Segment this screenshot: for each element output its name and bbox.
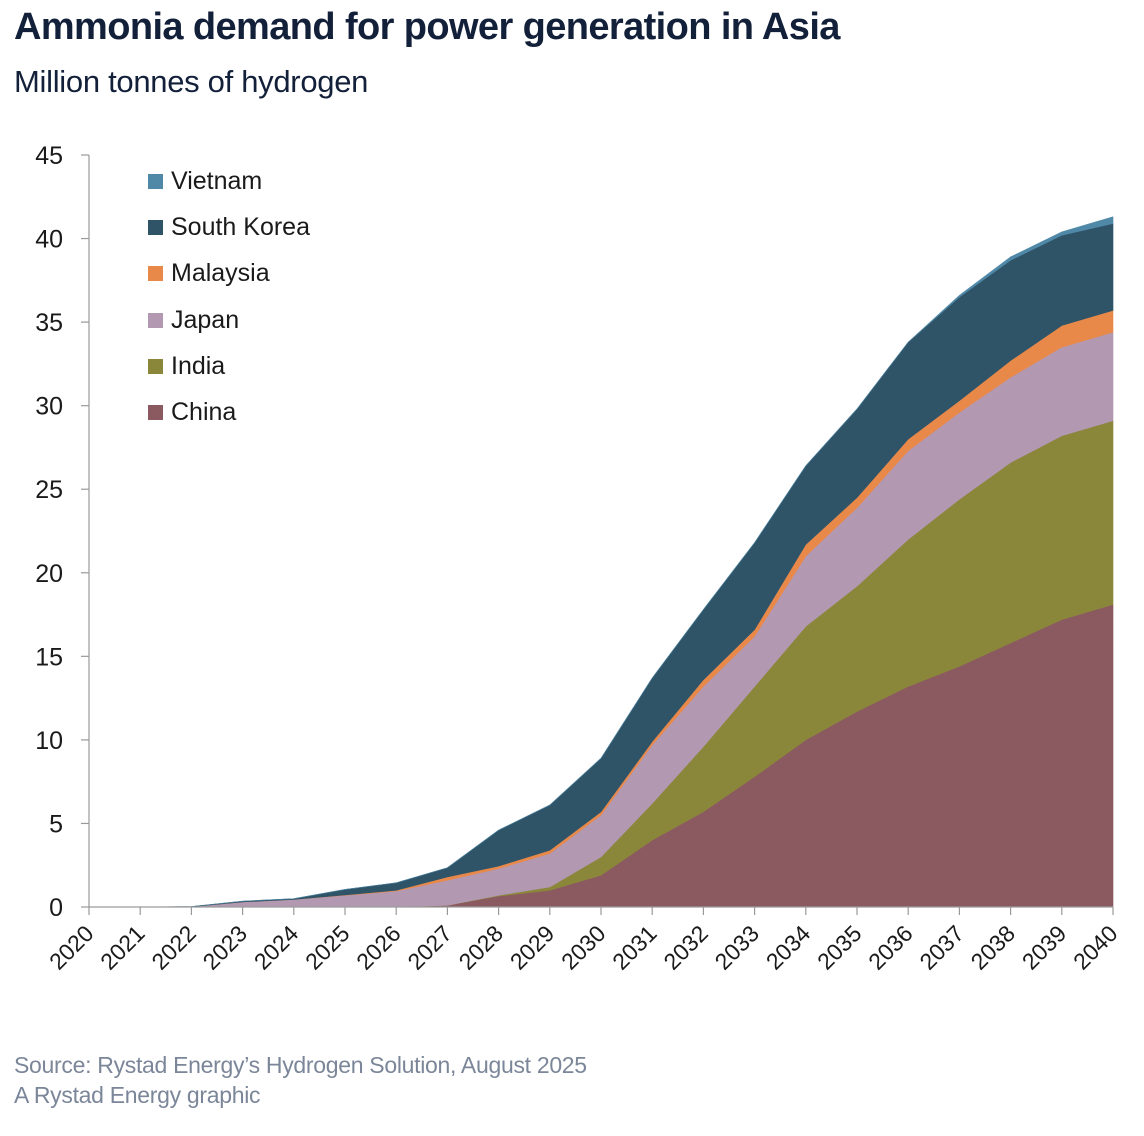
x-tick-label: 2035 <box>812 920 867 975</box>
x-tick-label: 2020 <box>44 920 99 975</box>
x-tick-label: 2034 <box>761 920 816 975</box>
x-tick-label: 2032 <box>658 920 713 975</box>
legend-item-south-korea: South Korea <box>148 204 310 250</box>
area-vietnam <box>89 216 1114 908</box>
x-axis-ticks: 2020202120222023202420252026202720282029… <box>44 907 1123 975</box>
legend-item-china: China <box>148 389 310 435</box>
legend-label: India <box>171 351 226 380</box>
y-tick-label: 20 <box>35 560 63 588</box>
y-axis-ticks: 0 5 10 15 20 25 30 35 40 45 <box>35 142 89 922</box>
x-tick-label: 2040 <box>1068 920 1123 975</box>
x-tick-label: 2028 <box>454 920 509 975</box>
x-tick-label: 2039 <box>1017 920 1072 975</box>
legend-swatch <box>148 219 163 235</box>
y-tick-label: 5 <box>49 810 63 838</box>
legend-label: Vietnam <box>171 166 263 195</box>
chart-subtitle: Million tonnes of hydrogen <box>14 64 369 99</box>
x-tick-label: 2021 <box>95 920 150 975</box>
x-tick-label: 2033 <box>710 920 765 975</box>
legend-label: Japan <box>171 305 240 334</box>
legend-item-vietnam: Vietnam <box>148 158 310 204</box>
x-tick-label: 2037 <box>914 920 969 975</box>
legend-item-japan: Japan <box>148 297 310 343</box>
chart-title: Ammonia demand for power generation in A… <box>14 6 840 48</box>
x-tick-label: 2027 <box>402 920 457 975</box>
legend-swatch <box>148 405 163 421</box>
x-tick-label: 2030 <box>556 920 611 975</box>
x-tick-label: 2031 <box>607 920 662 975</box>
area-layers <box>89 216 1114 908</box>
x-tick-label: 2038 <box>966 920 1021 975</box>
x-tick-label: 2022 <box>146 920 201 975</box>
legend-label: Malaysia <box>171 259 270 288</box>
y-tick-label: 40 <box>35 226 63 254</box>
source-note: Source: Rystad Energy’s Hydrogen Solutio… <box>14 1052 587 1078</box>
x-tick-label: 2024 <box>249 920 304 975</box>
legend-swatch <box>148 358 163 374</box>
legend-item-malaysia: Malaysia <box>148 251 310 297</box>
y-tick-label: 25 <box>35 476 63 504</box>
y-tick-label: 35 <box>35 309 63 337</box>
legend-swatch <box>148 173 163 189</box>
credit-note: A Rystad Energy graphic <box>14 1082 261 1108</box>
y-tick-label: 10 <box>35 727 63 755</box>
y-tick-label: 30 <box>35 393 63 421</box>
x-tick-label: 2036 <box>863 920 918 975</box>
x-tick-label: 2025 <box>300 920 355 975</box>
legend: Vietnam South Korea Malaysia Japan India… <box>148 158 310 436</box>
legend-item-india: India <box>148 343 310 389</box>
y-tick-label: 45 <box>35 142 63 170</box>
legend-label: South Korea <box>171 212 310 241</box>
x-tick-label: 2023 <box>198 920 253 975</box>
y-tick-label: 15 <box>35 643 63 671</box>
y-tick-label: 0 <box>49 894 63 922</box>
legend-swatch <box>148 312 163 328</box>
x-tick-label: 2026 <box>351 920 406 975</box>
legend-swatch <box>148 266 163 282</box>
x-tick-label: 2029 <box>505 920 560 975</box>
legend-label: China <box>171 398 237 427</box>
